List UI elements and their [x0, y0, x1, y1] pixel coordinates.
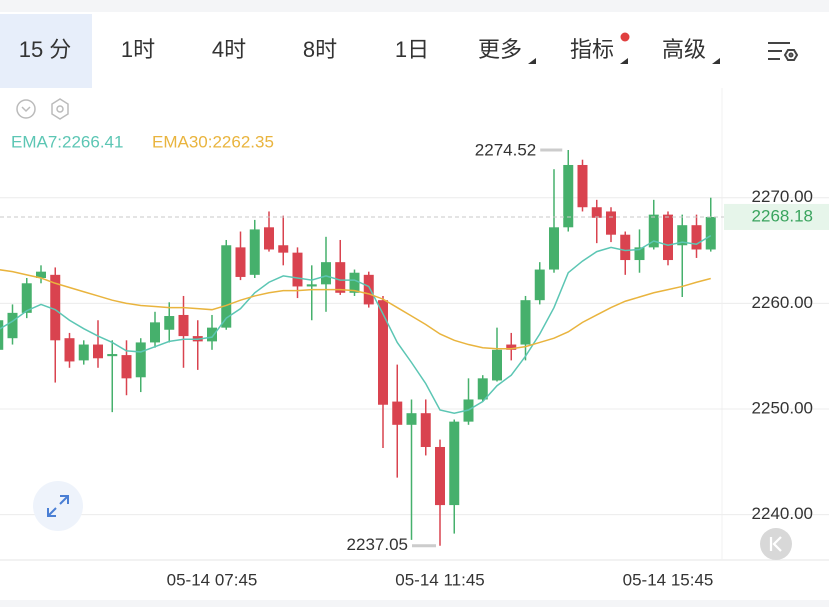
notify-dot — [620, 32, 630, 42]
candle-body — [292, 252, 303, 287]
candle-body — [534, 269, 545, 301]
candle-body — [235, 247, 246, 277]
candle-body — [392, 401, 403, 425]
candle-body — [520, 300, 531, 345]
top-strip — [0, 0, 829, 12]
tab[interactable]: 8时 — [303, 37, 337, 62]
candle-body — [93, 344, 103, 359]
candle-body — [64, 338, 75, 362]
candle-body — [378, 300, 388, 405]
candle-body — [477, 378, 488, 400]
candle-body — [591, 207, 602, 218]
candle-body — [449, 421, 460, 506]
candle-body — [705, 216, 716, 250]
candle-body — [549, 227, 559, 270]
candle-body — [634, 247, 645, 261]
candle-body — [349, 272, 360, 293]
tab[interactable]: 15 分 — [19, 37, 72, 62]
candle-body — [577, 164, 588, 208]
ema-line — [0, 235, 712, 414]
candle-body — [406, 413, 417, 425]
x-tick-label: 05-14 11:45 — [395, 570, 484, 589]
arrow — [620, 58, 628, 64]
candle-body — [663, 214, 673, 261]
candle-body — [506, 344, 517, 350]
low-label: 2237.05 — [347, 535, 408, 554]
candle-body — [306, 284, 317, 287]
candle-body — [492, 349, 502, 381]
y-tick-label: 2240.00 — [752, 504, 813, 523]
candle-body — [36, 271, 46, 278]
kline-button[interactable] — [760, 528, 792, 560]
x-tick-label: 05-14 15:45 — [623, 570, 714, 589]
candle-body — [107, 354, 118, 357]
candle-body — [135, 342, 146, 378]
candle-body — [335, 262, 346, 293]
candle-body — [121, 355, 132, 379]
candle-body — [563, 164, 574, 228]
arrow — [528, 58, 536, 64]
tab[interactable]: 指标 — [570, 37, 614, 62]
candle-body — [363, 274, 374, 305]
current-price-label: 2268.18 — [752, 206, 813, 225]
candle-body — [264, 227, 274, 250]
candle-body — [78, 344, 89, 361]
settings-icon[interactable] — [768, 42, 799, 61]
current-price-bg — [724, 203, 829, 230]
candle-body — [677, 225, 688, 246]
candle-body — [691, 225, 702, 250]
candle-body — [420, 413, 431, 447]
x-tick-label: 05-14 07:45 — [167, 570, 258, 589]
y-tick-label: 2250.00 — [752, 398, 813, 417]
legend-entry: EMA7:2266.41 — [11, 132, 123, 151]
candle-body — [278, 245, 289, 253]
bottom-strip — [0, 600, 829, 607]
candle-body — [321, 262, 331, 285]
active-tab-bg — [0, 14, 92, 88]
expand-button[interactable] — [33, 481, 83, 531]
candle-body — [221, 245, 232, 328]
candle-body — [435, 446, 445, 506]
ema-line — [0, 269, 711, 350]
candle-body — [164, 316, 175, 330]
y-tick-label: 2270.00 — [752, 187, 813, 206]
tab[interactable]: 更多 — [478, 37, 522, 62]
candle-body — [207, 327, 217, 342]
high-label: 2274.52 — [475, 140, 536, 159]
y-tick-label: 2260.00 — [752, 293, 813, 312]
top-icons[interactable] — [16, 98, 69, 120]
candle-body — [150, 322, 160, 343]
tab[interactable]: 高级 — [662, 37, 706, 62]
tab[interactable]: 1日 — [395, 37, 429, 62]
candle-body — [50, 274, 61, 341]
candle-body — [648, 214, 659, 248]
candle-body — [0, 320, 4, 350]
tab[interactable]: 4时 — [212, 37, 246, 62]
legend-entry: EMA30:2262.35 — [152, 132, 274, 151]
arrow — [712, 58, 720, 64]
candle-body — [178, 314, 189, 337]
plot: 2240.00 2250.00 2260.00 2270.00 05-14 07:45 0… — [0, 132, 829, 589]
candle-body — [606, 211, 616, 235]
candle-body — [21, 283, 32, 313]
tab[interactable]: 1时 — [121, 37, 155, 62]
candle-body — [249, 229, 260, 275]
tab-bar — [0, 12, 829, 88]
candle-body — [7, 312, 18, 339]
candle-body — [620, 234, 631, 261]
tab-arrows — [528, 58, 720, 64]
